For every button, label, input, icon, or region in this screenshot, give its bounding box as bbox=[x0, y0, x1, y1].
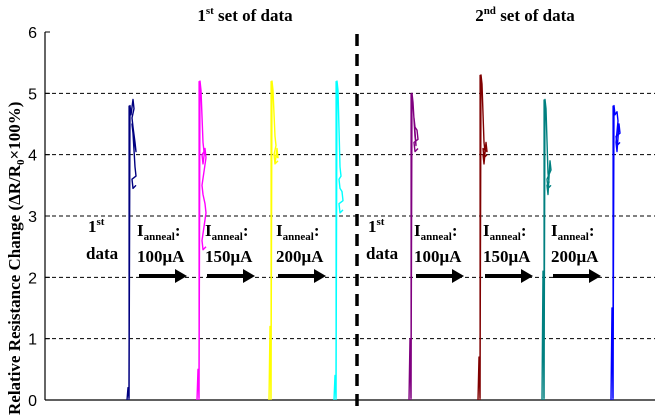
y-tick-label: 2 bbox=[28, 270, 37, 287]
annotation-label: Ianneal: bbox=[137, 221, 180, 243]
series-line bbox=[196, 80, 207, 401]
annotation-label: Ianneal: bbox=[205, 221, 248, 243]
annotation-label: data bbox=[366, 244, 399, 263]
series-line bbox=[610, 104, 621, 401]
y-tick-label: 4 bbox=[28, 148, 37, 165]
arrow-head bbox=[452, 269, 464, 283]
y-tick-label: 1 bbox=[28, 332, 37, 349]
annotation-label: 150μA bbox=[205, 247, 253, 266]
annotation-label: 1st bbox=[88, 216, 105, 236]
annotation-label: 150μA bbox=[483, 247, 531, 266]
arrow-head bbox=[521, 269, 533, 283]
series-line bbox=[333, 80, 344, 401]
series-line bbox=[268, 80, 279, 401]
annotation-label: 200μA bbox=[276, 247, 324, 266]
annotation-label: 1st bbox=[368, 216, 385, 236]
y-tick-label: 3 bbox=[28, 209, 37, 226]
annotation-label: Ianneal: bbox=[483, 221, 526, 243]
arrow-head bbox=[314, 269, 326, 283]
annotation-label: 100μA bbox=[414, 247, 462, 266]
y-tick-label: 5 bbox=[28, 86, 37, 103]
annotation-label: Ianneal: bbox=[414, 221, 457, 243]
arrow-head bbox=[243, 269, 255, 283]
arrow-head bbox=[175, 269, 187, 283]
series-line bbox=[126, 98, 137, 401]
arrow-head bbox=[589, 269, 601, 283]
series-line bbox=[541, 98, 552, 401]
annotation-label: data bbox=[86, 244, 119, 263]
annotation-label: 200μA bbox=[551, 247, 599, 266]
group-header: 1st set of data bbox=[197, 5, 293, 25]
annotation-label: Ianneal: bbox=[276, 221, 319, 243]
annotation-label: 100μA bbox=[137, 247, 185, 266]
y-tick-label: 0 bbox=[28, 393, 37, 410]
group-header: 2nd set of data bbox=[475, 5, 575, 25]
y-axis-label: Relative Resistance Change (ΔR/R0×100%) bbox=[5, 102, 27, 415]
y-tick-label: 6 bbox=[28, 25, 37, 42]
annotation-label: Ianneal: bbox=[551, 221, 594, 243]
